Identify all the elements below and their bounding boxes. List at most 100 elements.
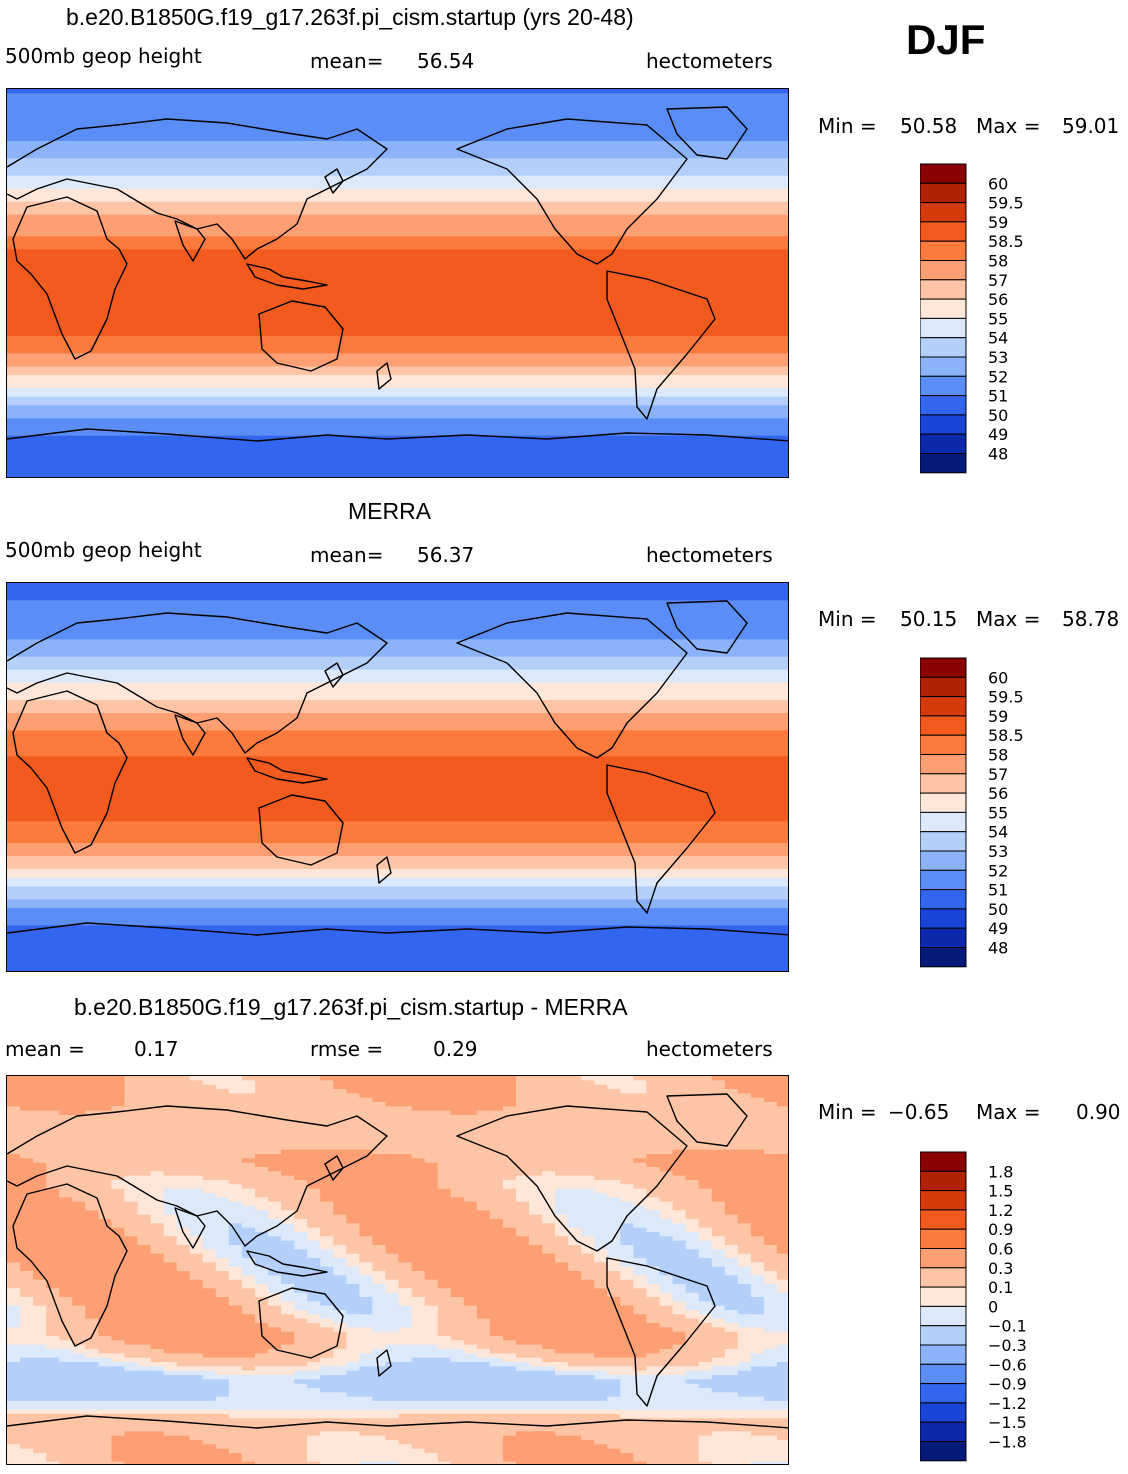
panel-3-field-cell xyxy=(463,1080,478,1086)
panel-2-field-cell xyxy=(7,825,788,831)
panel-3-field-cell xyxy=(555,1336,569,1341)
panel-3-field-cell xyxy=(620,1145,634,1151)
panel-3-field-cell xyxy=(98,1106,112,1112)
panel-3-field-cell xyxy=(542,1076,556,1081)
panel-3-field-cell xyxy=(763,1388,778,1393)
panel-3-field-cell xyxy=(228,1266,243,1272)
panel-2-coastline xyxy=(666,600,748,654)
panel-3-field-cell xyxy=(476,1327,491,1333)
panel-3-field-cell xyxy=(346,1409,360,1415)
panel-1-field-cell xyxy=(7,193,788,198)
panel-3-field-cell xyxy=(515,1301,530,1307)
panel-3-field-cell xyxy=(20,1383,34,1389)
panel-3-field-cell xyxy=(7,1115,21,1120)
panel-3-field-cell xyxy=(698,1132,713,1138)
panel-3-field-cell xyxy=(111,1349,126,1354)
panel-3-field-cell xyxy=(294,1201,308,1207)
panel-3-field-cell xyxy=(672,1388,687,1393)
panel-3-field-cell xyxy=(529,1288,543,1294)
panel-3-field-cell xyxy=(489,1227,504,1233)
panel-3-field-cell xyxy=(555,1206,569,1211)
panel-3-field-cell xyxy=(124,1115,139,1120)
panel-3-field-cell xyxy=(189,1197,204,1203)
panel-3-field-cell xyxy=(281,1097,295,1103)
panel-3-field-cell xyxy=(750,1249,765,1255)
panel-3-field-cell xyxy=(750,1145,765,1151)
panel-3-field-cell xyxy=(750,1362,765,1367)
panel-3-field-cell xyxy=(724,1275,739,1281)
panel-3-field-cell xyxy=(659,1197,674,1203)
panel-3-field-cell xyxy=(163,1154,178,1159)
panel-3-field-cell xyxy=(424,1249,439,1255)
panel-3-field-cell xyxy=(228,1119,243,1125)
panel-3-field-cell xyxy=(124,1184,139,1190)
panel-3-field-cell xyxy=(698,1206,713,1211)
panel-3-field-cell xyxy=(111,1136,126,1142)
panel-3-field-cell xyxy=(46,1409,60,1415)
panel-3-field-cell xyxy=(542,1141,556,1146)
panel-3-field-cell xyxy=(437,1093,452,1099)
panel-3-field-cell xyxy=(333,1175,347,1181)
panel-3-field-cell xyxy=(241,1297,256,1302)
panel-3-field-cell xyxy=(359,1271,373,1276)
panel-3-field-cell xyxy=(737,1297,752,1302)
panel-3-field-cell xyxy=(437,1271,452,1276)
panel-3-field-cell xyxy=(85,1323,99,1328)
panel-3-field-cell xyxy=(424,1258,439,1263)
panel-2-max-label: Max = xyxy=(976,607,1041,631)
panel-3-field-cell xyxy=(215,1201,230,1207)
panel-3-field-cell xyxy=(750,1318,765,1324)
panel-3-field-cell xyxy=(346,1110,360,1116)
panel-3-field-cell xyxy=(737,1245,752,1250)
panel-3-field-cell xyxy=(646,1366,661,1372)
panel-3-field-cell xyxy=(359,1206,373,1211)
panel-3-field-cell xyxy=(437,1284,452,1289)
panel-3-field-cell xyxy=(633,1305,648,1311)
panel-3-field-cell xyxy=(320,1184,334,1190)
panel-3-field-cell xyxy=(254,1167,269,1172)
panel-3-field-cell xyxy=(20,1084,34,1090)
panel-2-colorbar-label: 60 xyxy=(988,668,1008,687)
panel-3-field-cell xyxy=(137,1292,152,1298)
panel-3-field-cell xyxy=(372,1266,387,1272)
panel-2-field-cell xyxy=(7,630,788,636)
panel-3-field-cell xyxy=(228,1197,243,1203)
panel-3-field-cell xyxy=(176,1305,191,1311)
panel-3-field-cell xyxy=(672,1318,687,1324)
panel-3-field-cell xyxy=(137,1405,152,1411)
panel-3-field-cell xyxy=(659,1154,674,1159)
panel-2-field-cell xyxy=(7,747,788,753)
panel-3-field-cell xyxy=(241,1344,256,1350)
panel-3-field-cell xyxy=(763,1080,778,1086)
panel-3-field-cell xyxy=(476,1232,491,1237)
panel-3-field-cell xyxy=(189,1314,204,1320)
panel-3-field-cell xyxy=(763,1409,778,1415)
panel-3-field-cell xyxy=(33,1275,47,1281)
panel-3-field-cell xyxy=(750,1128,765,1133)
panel-3-field-cell xyxy=(581,1201,595,1207)
panel-3-field-cell xyxy=(20,1093,34,1099)
panel-3-field-cell xyxy=(646,1388,661,1393)
panel-3-field-cell xyxy=(529,1301,543,1307)
panel-3-field-cell xyxy=(20,1201,34,1207)
panel-3-field-cell xyxy=(333,1128,347,1133)
panel-3-field-cell xyxy=(124,1340,139,1346)
panel-3-field-cell xyxy=(737,1197,752,1203)
panel-3-field-cell xyxy=(398,1396,413,1402)
panel-3-field-cell xyxy=(529,1379,543,1385)
panel-3-field-cell xyxy=(202,1240,217,1246)
panel-3-field-cell xyxy=(450,1206,465,1211)
panel-3-field-cell xyxy=(189,1084,204,1090)
panel-3-field-cell xyxy=(750,1323,765,1328)
panel-3-field-cell xyxy=(150,1180,165,1185)
panel-2-field-cell xyxy=(7,808,788,814)
panel-3-field-cell xyxy=(711,1379,726,1385)
panel-3-field-cell xyxy=(737,1136,752,1142)
panel-3-field-cell xyxy=(85,1297,99,1302)
panel-3-field-cell xyxy=(346,1232,360,1237)
panel-3-field-cell xyxy=(176,1336,191,1341)
panel-3-field-cell xyxy=(176,1102,191,1107)
panel-3-field-cell xyxy=(137,1132,152,1138)
panel-3-field-cell xyxy=(346,1154,360,1159)
panel-3-field-cell xyxy=(685,1353,700,1359)
